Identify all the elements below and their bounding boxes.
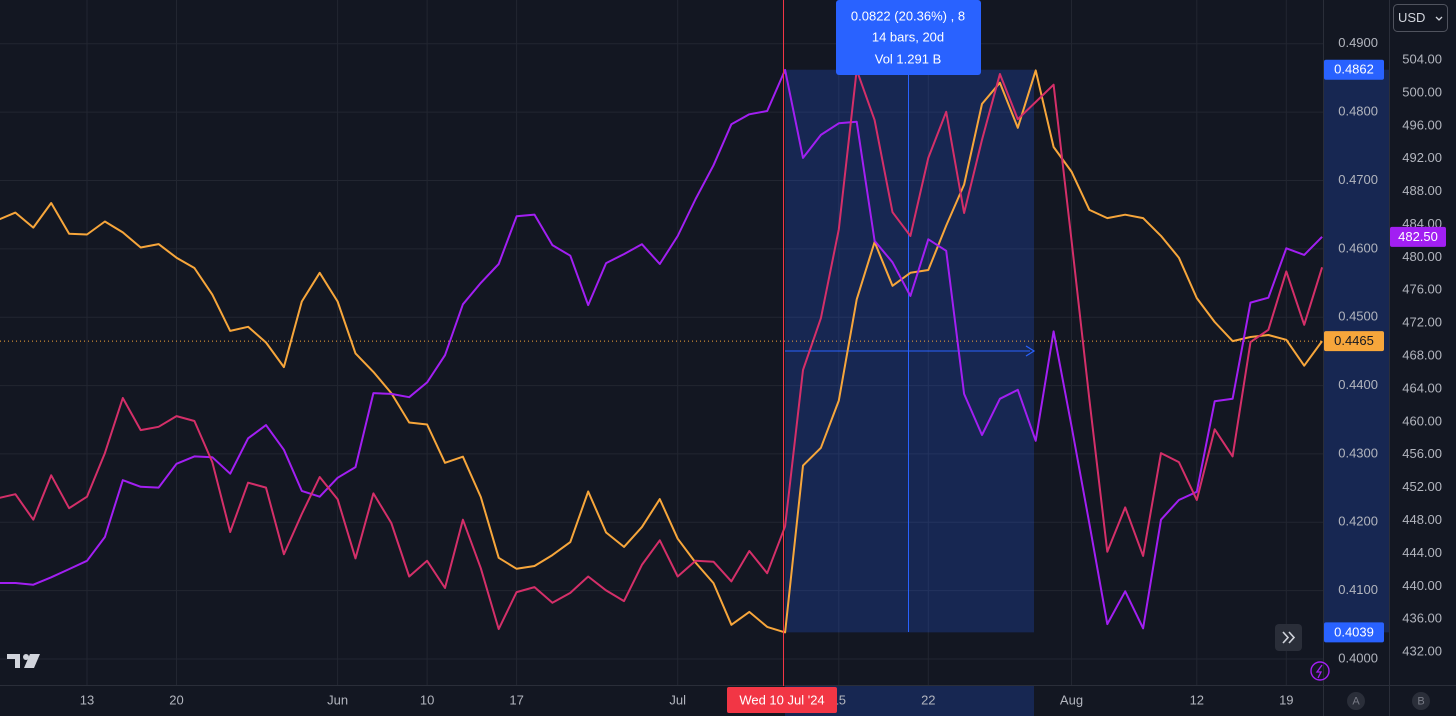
y-tick-label: 0.4800 — [1338, 104, 1378, 119]
price-label-box — [1324, 331, 1384, 352]
price-label: 482.50 — [1398, 229, 1438, 244]
currency-box[interactable] — [1393, 4, 1448, 32]
crosshair-label-box — [727, 687, 837, 713]
y-tick-label: 0.4200 — [1338, 514, 1378, 529]
y2-tick-label: 460.00 — [1402, 413, 1442, 428]
y2-tick-label: 440.00 — [1402, 578, 1442, 593]
tooltip-box — [836, 0, 981, 75]
scale-buttons[interactable]: A B — [1347, 692, 1430, 710]
tooltip-line: 14 bars, 20d — [872, 29, 944, 44]
y2-tick-label: 452.00 — [1402, 479, 1442, 494]
price-label-box — [1324, 59, 1384, 80]
crosshair-label-text: Wed 10 Jul '24 — [739, 692, 824, 707]
y2-tick-label: 468.00 — [1402, 348, 1442, 363]
y2-tick-label: 472.00 — [1402, 315, 1442, 330]
price-label: 0.4039 — [1334, 624, 1374, 639]
y-tick-label: 0.4000 — [1338, 650, 1378, 665]
series-line — [0, 68, 1324, 631]
y-tick-label: 0.4900 — [1338, 35, 1378, 50]
alert-bolt[interactable] — [1315, 664, 1323, 679]
scale-button-text[interactable]: A — [1352, 695, 1360, 707]
y-tick-label: 0.4100 — [1338, 582, 1378, 597]
alert-icon[interactable] — [1310, 661, 1330, 681]
x-tick-label: 22 — [921, 692, 935, 707]
x-tick-label: Jul — [669, 692, 686, 707]
y2-tick-label: 476.00 — [1402, 282, 1442, 297]
y2-tick-label: 500.00 — [1402, 84, 1442, 99]
price-label-box — [1390, 226, 1446, 247]
logo-part — [24, 654, 40, 668]
alert-circle[interactable] — [1310, 661, 1330, 681]
y-tick-label: 0.4700 — [1338, 172, 1378, 187]
scroll-icon[interactable] — [1282, 631, 1296, 644]
y2-tick-label: 496.00 — [1402, 117, 1442, 132]
currency-button[interactable]: USD — [1393, 4, 1448, 32]
y2-tick-label: 464.00 — [1402, 380, 1442, 395]
x-tick-label: 17 — [509, 692, 523, 707]
x-tick-label: 20 — [169, 692, 183, 707]
y2-tick-label: 504.00 — [1402, 51, 1442, 66]
logo-part — [23, 654, 29, 660]
scale-button-text[interactable]: B — [1417, 695, 1424, 707]
labels: 0.4000 0.4100 0.4200 0.4300 0.4400 0.4500 0.46… — [80, 35, 1446, 707]
scale-button[interactable] — [1347, 692, 1365, 710]
y2-tick-label: 456.00 — [1402, 446, 1442, 461]
range-arrow-head — [1025, 345, 1036, 357]
series-line — [0, 69, 1323, 634]
logo-part — [7, 654, 20, 668]
scroll-button[interactable] — [1275, 624, 1302, 651]
currency-caret[interactable] — [1435, 16, 1443, 21]
y2-tick-label: 432.00 — [1402, 644, 1442, 659]
series-lines — [0, 68, 1324, 634]
price-label-box — [1324, 622, 1384, 643]
x-tick-label: Aug — [1060, 692, 1083, 707]
x-tick-label: Jun — [327, 692, 348, 707]
x-tick-label: 12 — [1190, 692, 1204, 707]
y-tick-label: 0.4400 — [1338, 377, 1378, 392]
y-tick-label: 0.4600 — [1338, 240, 1378, 255]
y2-tick-label: 448.00 — [1402, 512, 1442, 527]
tooltip: 0.0822 (20.36%) , 8 14 bars, 20d Vol 1.2… — [836, 0, 981, 75]
y2-tick-label: 492.00 — [1402, 150, 1442, 165]
y-tick-label: 0.4500 — [1338, 309, 1378, 324]
x-tick-label: 13 — [80, 692, 94, 707]
crosshair-label: Wed 10 Jul '24 — [727, 687, 837, 713]
y2-tick-label: 480.00 — [1402, 249, 1442, 264]
y-tick-label: 0.4300 — [1338, 445, 1378, 460]
scale-button[interactable] — [1412, 692, 1430, 710]
y2-tick-label: 488.00 — [1402, 183, 1442, 198]
x-tick-label: 19 — [1279, 692, 1293, 707]
price-label: 0.4862 — [1334, 62, 1374, 77]
tooltip-line: 0.0822 (20.36%) , 8 — [851, 8, 965, 23]
series-line — [0, 68, 1323, 630]
tooltip-line: Vol 1.291 B — [875, 51, 942, 66]
y2-tick-label: 444.00 — [1402, 545, 1442, 560]
price-label: 0.4465 — [1334, 333, 1374, 348]
grid — [0, 0, 1323, 685]
y2-tick-label: 436.00 — [1402, 611, 1442, 626]
currency-text[interactable]: USD — [1398, 10, 1425, 25]
range-overlay — [785, 0, 1389, 716]
logo — [7, 654, 40, 668]
x-tick-label: 10 — [420, 692, 434, 707]
